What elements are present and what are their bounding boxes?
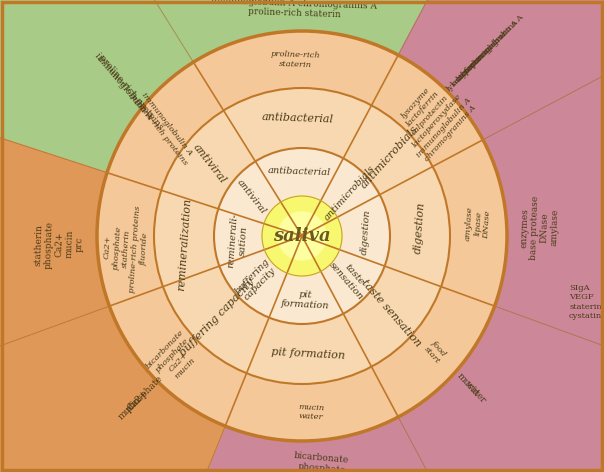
Text: saliva: saliva	[273, 227, 331, 245]
Text: pit
formation: pit formation	[281, 289, 330, 311]
Text: antiviral: antiviral	[191, 142, 228, 185]
Text: Ca2+: Ca2+	[54, 232, 64, 257]
Text: antiviral: antiviral	[236, 177, 268, 216]
Text: bicarbonate
phosphate
Ca2+
mucin: bicarbonate phosphate Ca2+ mucin	[144, 328, 205, 389]
Text: phosphate: phosphate	[298, 462, 347, 472]
Text: SIgA
VEGF
staterin
cystatins: SIgA VEGF staterin cystatins	[569, 284, 604, 320]
Wedge shape	[0, 51, 302, 472]
Text: digestion: digestion	[360, 209, 372, 254]
Text: amylase
lipase
DNase: amylase lipase DNase	[464, 205, 492, 242]
Text: antimicrobials: antimicrobials	[359, 124, 420, 190]
Text: remineralization: remineralization	[176, 197, 193, 291]
Text: DNase: DNase	[540, 212, 550, 243]
Text: mucin: mucin	[455, 371, 481, 399]
Text: proline-rich staterin: proline-rich staterin	[248, 7, 341, 19]
Text: enzymes: enzymes	[519, 208, 530, 248]
Wedge shape	[77, 236, 604, 472]
Text: bicarbonate: bicarbonate	[294, 451, 349, 465]
Text: chromogranins A: chromogranins A	[468, 13, 525, 70]
Circle shape	[262, 196, 342, 276]
Wedge shape	[0, 0, 583, 236]
Text: base protease: base protease	[529, 196, 541, 260]
Text: reminerali-
sation: reminerali- sation	[226, 212, 249, 269]
Text: antibacterial: antibacterial	[262, 112, 334, 124]
Text: calprotectin: calprotectin	[454, 42, 496, 84]
Text: antimicrobials: antimicrobials	[323, 164, 377, 222]
Text: amylase: amylase	[550, 209, 560, 246]
Text: mucin: mucin	[64, 230, 74, 259]
Text: water: water	[463, 379, 487, 405]
Text: buffering capacity: buffering capacity	[178, 278, 257, 358]
Text: taste sensation: taste sensation	[359, 278, 423, 349]
Text: buffering
capacity: buffering capacity	[233, 257, 279, 303]
Text: mucin: mucin	[117, 395, 143, 421]
Text: proline-rich
staterin: proline-rich staterin	[271, 50, 321, 69]
Circle shape	[97, 31, 507, 441]
Text: immunoglobulin A
proline-rich proteins: immunoglobulin A proline-rich proteins	[129, 88, 196, 167]
Text: proline-rich proteins: proline-rich proteins	[97, 53, 165, 132]
Circle shape	[154, 88, 450, 384]
Circle shape	[278, 212, 326, 260]
Text: pit formation: pit formation	[271, 347, 345, 361]
Text: immunoglobulin A chromogranins A: immunoglobulin A chromogranins A	[211, 0, 377, 10]
Wedge shape	[302, 0, 604, 441]
Text: Ca2+: Ca2+	[125, 388, 149, 413]
Text: statherin: statherin	[34, 224, 44, 266]
Text: prc: prc	[74, 236, 84, 252]
Text: antibacterial: antibacterial	[268, 167, 332, 177]
Text: phosphate: phosphate	[124, 373, 164, 414]
Text: mucin
water: mucin water	[298, 403, 325, 421]
Circle shape	[214, 148, 390, 324]
Text: food
start: food start	[422, 338, 448, 365]
Text: lactoperoxydase: lactoperoxydase	[455, 28, 509, 83]
Text: lactoferrin: lactoferrin	[449, 51, 487, 88]
Text: lysozyme
lactoferrin
calprotectin
lactoperoxydase
immunoglobulin A
chromogranins: lysozyme lactoferrin calprotectin lactop…	[387, 71, 479, 165]
Text: immunoglobulin A: immunoglobulin A	[93, 51, 154, 121]
Text: phosphate: phosphate	[44, 221, 54, 269]
Text: Ca2+
phosphate
statherin
proline-rich proteins
fluoride: Ca2+ phosphate statherin proline-rich pr…	[100, 203, 152, 294]
Text: digestion: digestion	[413, 202, 426, 254]
Text: immunoglobulin A: immunoglobulin A	[459, 18, 519, 79]
Text: taste
sensation: taste sensation	[327, 254, 373, 302]
Text: lysozyme: lysozyme	[445, 60, 478, 93]
